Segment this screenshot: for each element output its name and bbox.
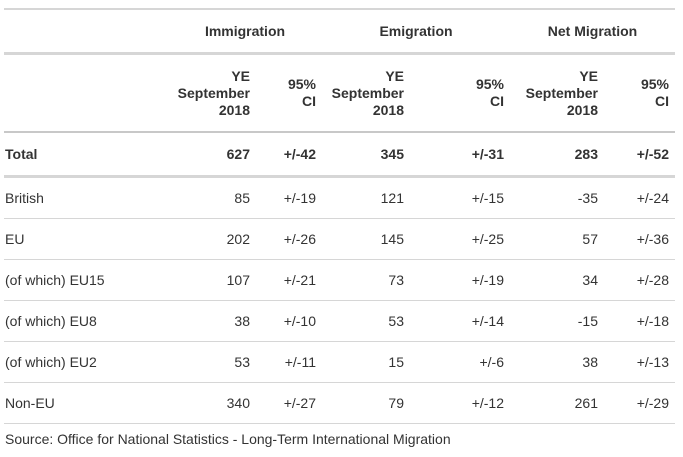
- table-row: British 85 +/-19 121 +/-15 -35 +/-24: [4, 176, 676, 219]
- emigration-ci: +/-25: [410, 218, 510, 260]
- immigration-ci: +/-21: [256, 259, 322, 301]
- migration-table: Immigration Emigration Net Migration YE …: [4, 8, 676, 424]
- immigration-ci: +/-11: [256, 341, 322, 383]
- net-migration-ci: +/-36: [604, 218, 676, 260]
- immigration-value: 107: [168, 259, 256, 301]
- row-label: British: [4, 176, 168, 219]
- immigration-ci: +/-19: [256, 176, 322, 219]
- row-label: Total: [4, 132, 168, 178]
- immigration-ci: +/-10: [256, 300, 322, 342]
- net-migration-value: 283: [510, 132, 604, 178]
- net-migration-ci: +/-13: [604, 341, 676, 383]
- emigration-ci: +/-12: [410, 382, 510, 424]
- net-migration-value: -15: [510, 300, 604, 342]
- row-label: (of which) EU15: [4, 259, 168, 301]
- table-row: EU 202 +/-26 145 +/-25 57 +/-36: [4, 218, 676, 260]
- net-migration-value: 57: [510, 218, 604, 260]
- net-migration-value: 261: [510, 382, 604, 424]
- table-row: Non-EU 340 +/-27 79 +/-12 261 +/-29: [4, 382, 676, 424]
- group-header-blank: [4, 8, 168, 55]
- row-label: (of which) EU8: [4, 300, 168, 342]
- net-ci-header: 95% CI: [604, 53, 676, 133]
- net-migration-ci: +/-24: [604, 176, 676, 219]
- group-header-row: Immigration Emigration Net Migration: [4, 8, 676, 55]
- net-migration-ci: +/-29: [604, 382, 676, 424]
- sub-header-blank: [4, 53, 168, 133]
- source-note: Source: Office for National Statistics -…: [5, 431, 451, 447]
- net-migration-value: -35: [510, 176, 604, 219]
- emigration-value: 53: [322, 300, 410, 342]
- emigration-value: 73: [322, 259, 410, 301]
- row-label: Non-EU: [4, 382, 168, 424]
- row-label: EU: [4, 218, 168, 260]
- immigration-ci: +/-27: [256, 382, 322, 424]
- table-row: (of which) EU2 53 +/-11 15 +/-6 38 +/-13: [4, 341, 676, 383]
- emigration-ci: +/-15: [410, 176, 510, 219]
- emigration-value: 15: [322, 341, 410, 383]
- net-period-header: YE September 2018: [510, 53, 604, 133]
- net-migration-ci: +/-18: [604, 300, 676, 342]
- group-header-emigration: Emigration: [322, 8, 510, 55]
- emigration-value: 145: [322, 218, 410, 260]
- emigration-ci: +/-6: [410, 341, 510, 383]
- immigration-value: 627: [168, 132, 256, 178]
- emigration-ci: +/-31: [410, 132, 510, 178]
- net-migration-value: 34: [510, 259, 604, 301]
- immigration-ci: +/-42: [256, 132, 322, 178]
- table-row: (of which) EU15 107 +/-21 73 +/-19 34 +/…: [4, 259, 676, 301]
- net-migration-value: 38: [510, 341, 604, 383]
- emigration-value: 121: [322, 176, 410, 219]
- emigration-value: 79: [322, 382, 410, 424]
- immigration-value: 38: [168, 300, 256, 342]
- immigration-value: 202: [168, 218, 256, 260]
- table-row: (of which) EU8 38 +/-10 53 +/-14 -15 +/-…: [4, 300, 676, 342]
- immigration-value: 85: [168, 176, 256, 219]
- net-migration-ci: +/-52: [604, 132, 676, 178]
- sub-header-row: YE September 2018 95% CI YE September 20…: [4, 53, 676, 133]
- immigration-value: 340: [168, 382, 256, 424]
- emi-ci-header: 95% CI: [410, 53, 510, 133]
- table-row: Total 627 +/-42 345 +/-31 283 +/-52: [4, 132, 676, 178]
- emigration-value: 345: [322, 132, 410, 178]
- imm-period-header: YE September 2018: [168, 53, 256, 133]
- emigration-ci: +/-14: [410, 300, 510, 342]
- emi-period-header: YE September 2018: [322, 53, 410, 133]
- immigration-value: 53: [168, 341, 256, 383]
- row-label: (of which) EU2: [4, 341, 168, 383]
- net-migration-ci: +/-28: [604, 259, 676, 301]
- emigration-ci: +/-19: [410, 259, 510, 301]
- imm-ci-header: 95% CI: [256, 53, 322, 133]
- group-header-immigration: Immigration: [168, 8, 322, 55]
- immigration-ci: +/-26: [256, 218, 322, 260]
- group-header-net-migration: Net Migration: [510, 8, 676, 55]
